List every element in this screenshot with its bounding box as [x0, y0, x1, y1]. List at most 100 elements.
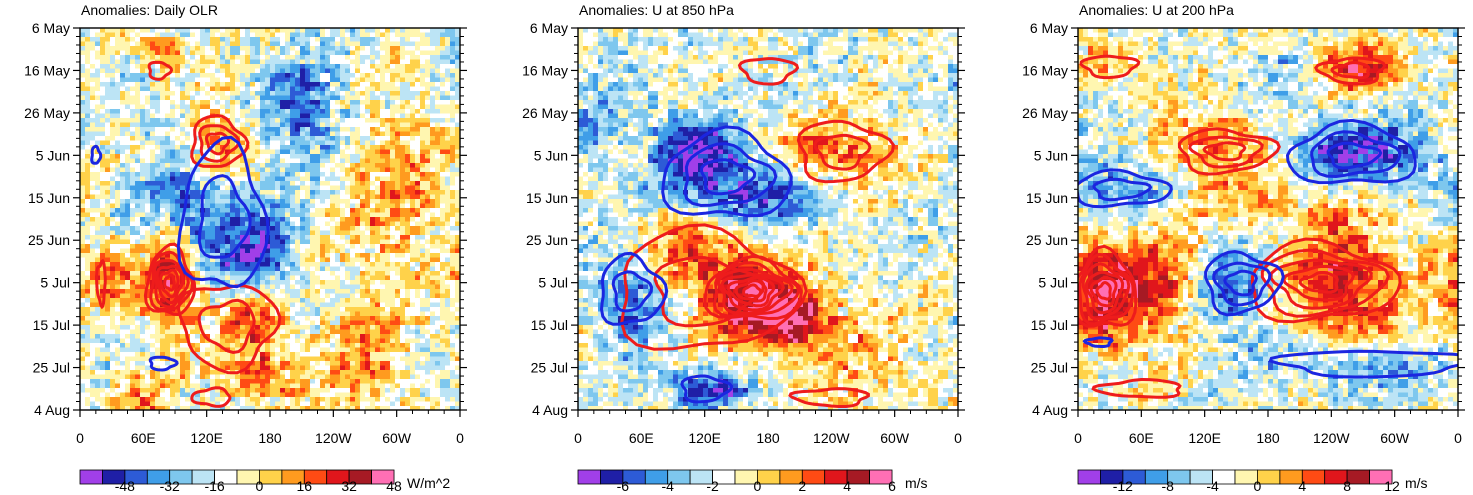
field-cell	[115, 284, 121, 290]
field-cell	[180, 109, 186, 114]
field-cell	[90, 307, 96, 312]
field-cell	[250, 194, 256, 200]
field-cell	[230, 86, 236, 92]
field-cell	[210, 37, 216, 42]
field-cell	[155, 248, 161, 254]
field-cell	[90, 163, 96, 168]
field-cell	[415, 212, 421, 218]
field-cell	[380, 136, 386, 141]
field-cell	[175, 73, 181, 78]
field-cell	[160, 230, 166, 236]
field-cell	[370, 46, 376, 51]
field-cell	[260, 82, 266, 87]
field-cell	[405, 73, 411, 78]
field-cell	[210, 271, 216, 276]
field-cell	[185, 131, 191, 137]
field-cell	[445, 100, 451, 105]
field-cell	[110, 140, 116, 146]
field-cell	[220, 46, 226, 51]
field-cell	[415, 316, 421, 321]
field-cell	[220, 217, 226, 222]
field-cell	[135, 41, 141, 47]
field-cell	[370, 302, 376, 308]
field-cell	[275, 185, 281, 191]
field-cell	[105, 104, 111, 110]
field-cell	[340, 73, 346, 78]
field-cell	[395, 154, 401, 159]
field-cell	[85, 194, 91, 200]
field-cell	[410, 118, 416, 123]
field-cell	[215, 68, 221, 74]
field-cell	[225, 194, 231, 200]
field-cell	[425, 262, 431, 267]
field-cell	[340, 59, 346, 65]
field-cell	[270, 212, 276, 218]
field-cell	[255, 145, 261, 150]
field-cell	[195, 32, 201, 38]
field-cell	[240, 266, 246, 272]
field-cell	[295, 239, 301, 245]
field-cell	[205, 257, 211, 263]
field-cell	[180, 163, 186, 168]
field-cell	[375, 181, 381, 186]
field-cell	[295, 136, 301, 141]
field-cell	[140, 86, 146, 92]
field-cell	[245, 118, 251, 123]
field-cell	[380, 55, 386, 60]
field-cell	[95, 82, 101, 87]
field-cell	[205, 212, 211, 218]
field-cell	[330, 226, 336, 231]
field-cell	[365, 298, 371, 303]
field-cell	[450, 302, 456, 308]
field-cell	[230, 95, 236, 101]
field-cell	[365, 248, 371, 254]
field-cell	[230, 32, 236, 38]
field-cell	[410, 289, 416, 294]
field-cell	[95, 73, 101, 78]
field-cell	[330, 248, 336, 254]
field-cell	[225, 221, 231, 227]
field-cell	[405, 298, 411, 303]
field-cell	[230, 149, 236, 155]
field-cell	[260, 140, 266, 146]
field-cell	[335, 64, 341, 69]
field-cell	[235, 289, 241, 294]
field-cell	[305, 271, 311, 276]
field-cell	[385, 311, 391, 317]
field-cell	[350, 226, 356, 231]
field-cell	[350, 221, 356, 227]
field-cell	[265, 91, 271, 96]
field-cell	[85, 203, 91, 209]
field-cell	[140, 185, 146, 191]
field-cell	[425, 248, 431, 254]
field-cell	[390, 262, 396, 267]
field-cell	[275, 271, 281, 276]
field-cell	[315, 82, 321, 87]
field-cell	[95, 131, 101, 137]
field-cell	[445, 275, 451, 281]
field-cell	[200, 262, 206, 267]
field-cell	[325, 271, 331, 276]
field-cell	[365, 289, 371, 294]
field-cell	[205, 266, 211, 272]
field-cell	[230, 239, 236, 245]
field-cell	[130, 266, 136, 272]
field-cell	[140, 172, 146, 177]
field-cell	[365, 275, 371, 281]
field-cell	[415, 235, 421, 240]
field-cell	[135, 55, 141, 60]
field-cell	[130, 176, 136, 182]
field-cell	[210, 212, 216, 218]
field-cell	[165, 167, 171, 173]
field-cell	[255, 131, 261, 137]
field-cell	[195, 77, 201, 83]
field-cell	[160, 208, 166, 213]
field-cell	[420, 127, 426, 132]
field-cell	[145, 154, 151, 159]
field-cell	[415, 154, 421, 159]
field-cell	[135, 239, 141, 245]
field-cell	[155, 239, 161, 245]
field-cell	[145, 41, 151, 47]
field-cell	[395, 77, 401, 83]
field-cell	[280, 154, 286, 159]
